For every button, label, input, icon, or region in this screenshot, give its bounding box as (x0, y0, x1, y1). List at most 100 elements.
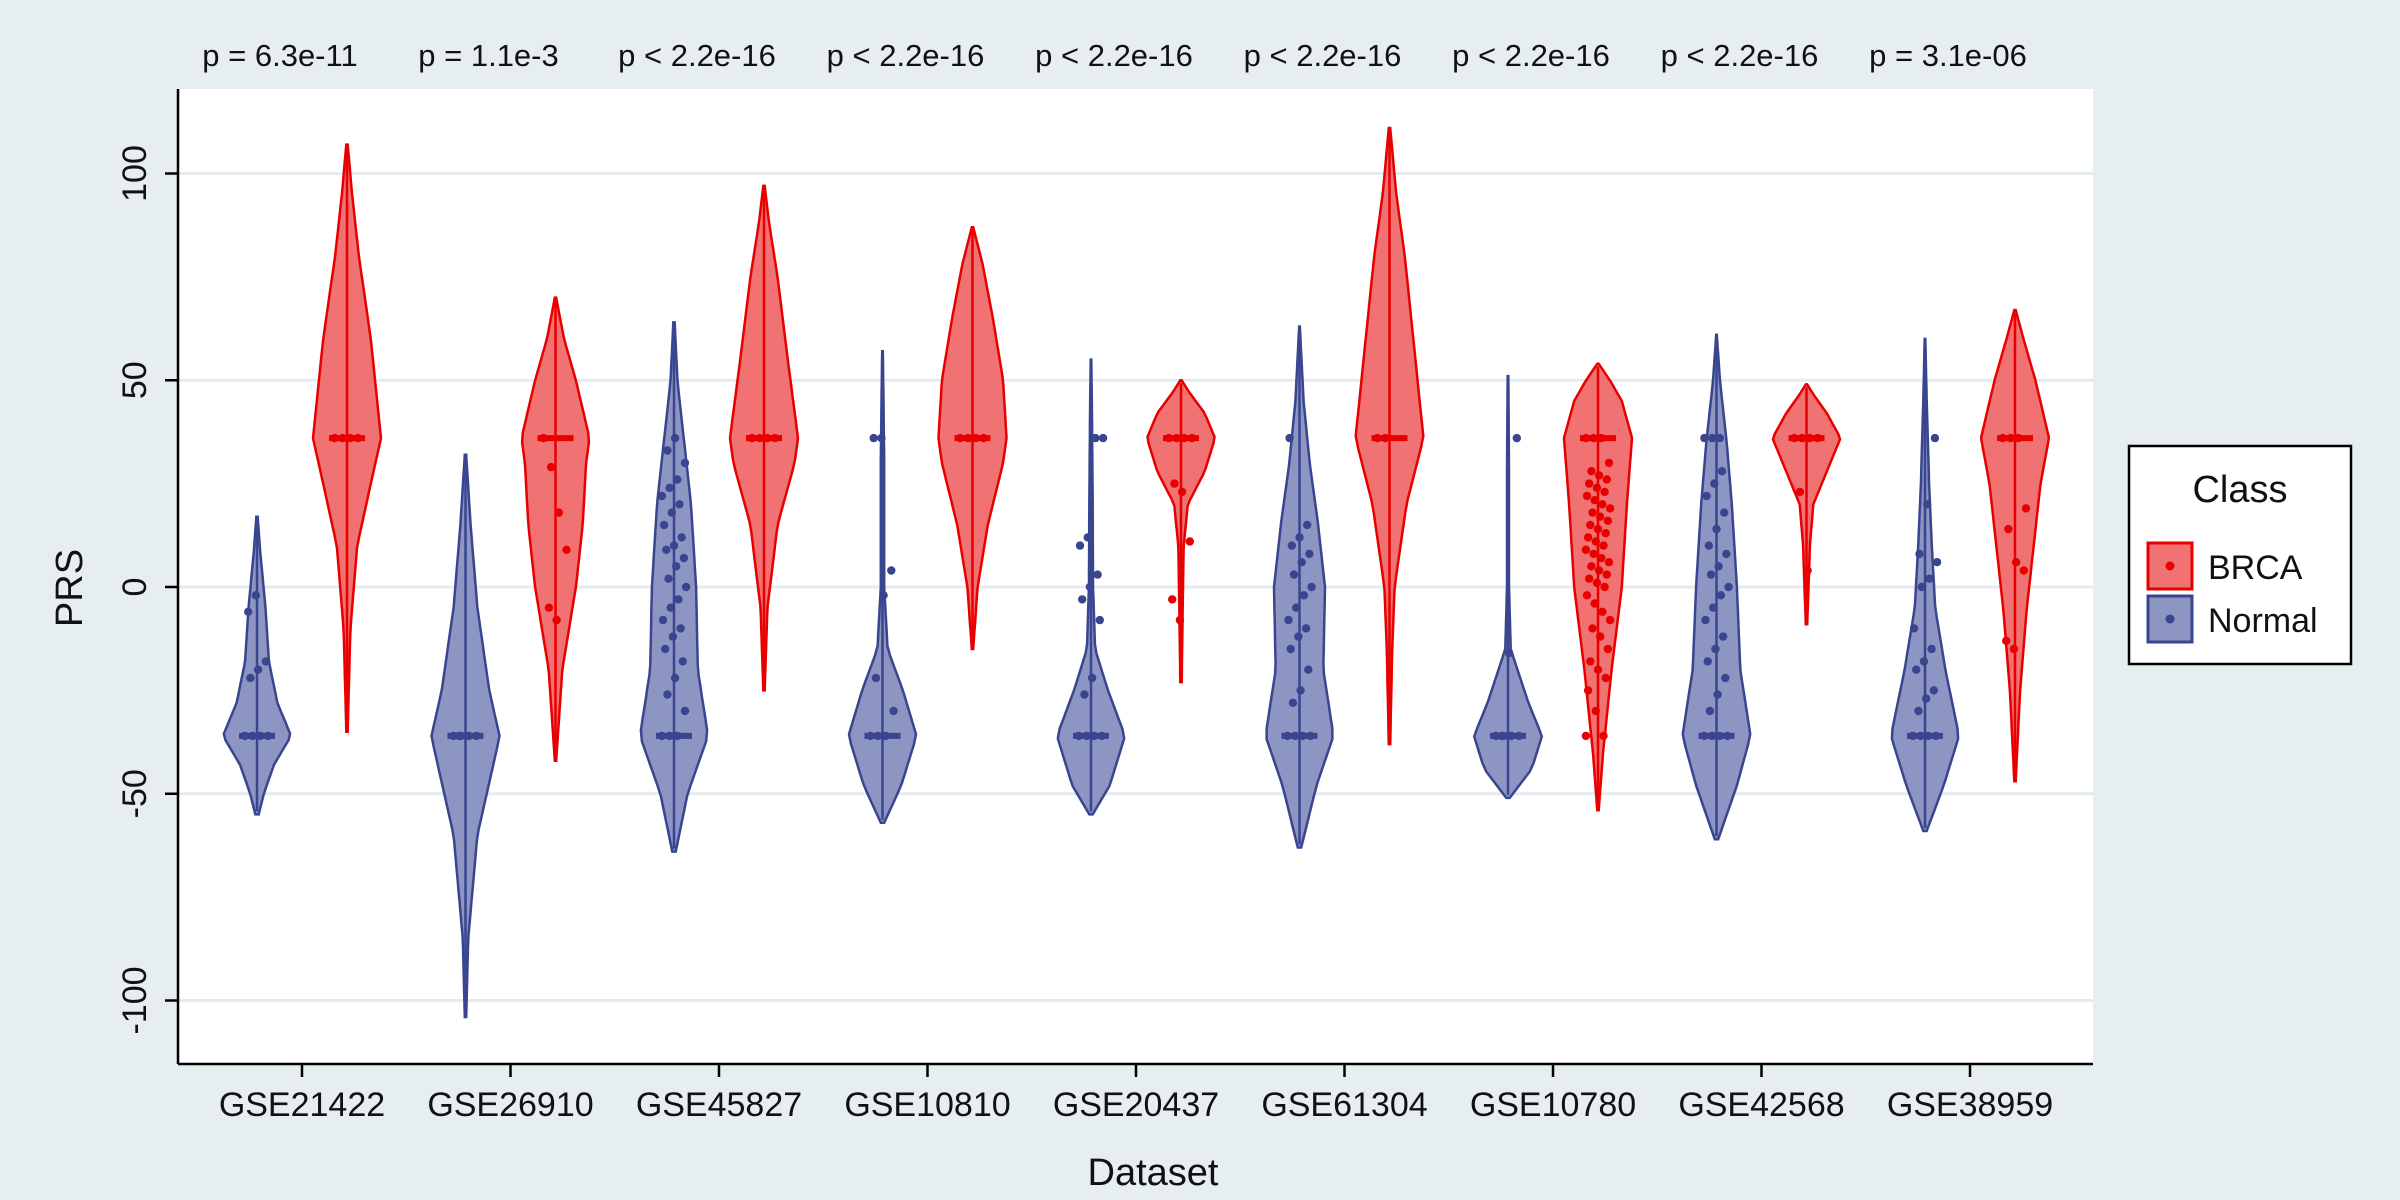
data-point (887, 566, 896, 575)
data-point (1707, 731, 1717, 741)
p-value-label: p < 2.2e-16 (1035, 38, 1193, 73)
data-point (1589, 433, 1598, 443)
data-point (1581, 545, 1591, 554)
data-point (658, 615, 668, 625)
data-point (544, 603, 554, 612)
data-point (1715, 731, 1725, 741)
data-point (669, 541, 679, 550)
data-point (1805, 433, 1815, 443)
data-point (747, 433, 757, 443)
data-point (1917, 582, 1926, 592)
data-point (1177, 487, 1187, 497)
data-point (1597, 553, 1606, 563)
data-point (1097, 731, 1107, 741)
data-point (251, 591, 261, 600)
data-point (673, 731, 682, 741)
data-point (1600, 487, 1609, 497)
data-point (1082, 731, 1091, 741)
data-point (2014, 433, 2023, 443)
data-point (680, 706, 690, 716)
p-value-label: p < 2.2e-16 (1244, 38, 1402, 73)
data-point (1716, 591, 1726, 600)
data-point (2021, 504, 2031, 513)
data-point (1712, 524, 1721, 534)
legend-label-brca: BRCA (2208, 549, 2303, 587)
data-point (1602, 570, 1612, 579)
data-point (956, 433, 965, 443)
data-point (2006, 433, 2015, 443)
data-point (1590, 496, 1599, 505)
data-point (1514, 731, 1524, 741)
data-point (879, 591, 888, 600)
data-point (677, 533, 686, 542)
data-point (454, 731, 464, 741)
data-point (1168, 595, 1177, 604)
p-value-labels: p = 6.3e-11 p = 1.1e-3 p < 2.2e-16 p < 2.2e… (202, 38, 2027, 73)
p-value-label: p = 1.1e-3 (418, 38, 558, 73)
data-point (1078, 595, 1087, 604)
data-point (1093, 570, 1102, 579)
plot-background (178, 89, 2093, 1064)
data-point (562, 545, 571, 554)
data-point (1596, 632, 1605, 641)
data-point (246, 673, 255, 683)
data-point (1075, 541, 1085, 550)
data-point (1916, 731, 1925, 741)
violins (222, 126, 2051, 1019)
data-point (1285, 433, 1294, 443)
data-point (673, 475, 682, 484)
data-point (675, 500, 684, 509)
data-point (663, 690, 672, 699)
data-point (1720, 508, 1729, 517)
data-point (1594, 471, 1604, 480)
data-point (1090, 731, 1099, 741)
data-point (1605, 615, 1615, 625)
y-tick-label: 100 (116, 145, 154, 202)
x-tick-label: GSE38959 (1887, 1086, 2053, 1124)
data-point (2009, 644, 2019, 654)
data-point (1717, 467, 1727, 476)
data-point (1711, 644, 1720, 654)
legend-swatch-dot (2165, 614, 2175, 624)
data-point (1589, 549, 1598, 559)
data-point (670, 433, 680, 443)
data-point (1091, 433, 1100, 443)
data-point (261, 657, 270, 666)
data-point (1721, 673, 1730, 683)
data-point (1701, 615, 1710, 625)
x-tick-label: GSE10810 (844, 1086, 1010, 1124)
data-point (1930, 433, 1940, 443)
data-point (1507, 731, 1516, 741)
data-point (1596, 512, 1605, 521)
data-point (1586, 520, 1595, 530)
data-point (1797, 433, 1807, 443)
data-point (554, 508, 563, 517)
data-point (1497, 731, 1506, 741)
data-point (1599, 541, 1608, 550)
data-point (1908, 731, 1918, 741)
data-point (679, 553, 689, 563)
data-point (1795, 487, 1805, 497)
data-point (346, 433, 355, 443)
data-point (1592, 578, 1602, 588)
data-point (662, 545, 671, 554)
p-value-label: p < 2.2e-16 (618, 38, 776, 73)
data-point (1185, 537, 1195, 546)
data-point (1303, 520, 1312, 530)
data-point (1605, 504, 1615, 513)
data-point (1583, 686, 1593, 695)
data-point (871, 673, 881, 683)
data-point (1295, 533, 1304, 542)
data-point (1601, 529, 1610, 538)
data-point (877, 433, 886, 443)
data-point (873, 731, 883, 741)
data-point (253, 665, 263, 674)
data-point (2002, 636, 2011, 645)
y-tick-label: -100 (116, 966, 154, 1034)
legend-swatch-dot (2165, 561, 2175, 571)
data-point (1591, 706, 1601, 716)
data-point (1289, 570, 1299, 579)
data-point (663, 446, 672, 455)
data-point (1504, 649, 1514, 658)
data-point (1287, 541, 1297, 550)
